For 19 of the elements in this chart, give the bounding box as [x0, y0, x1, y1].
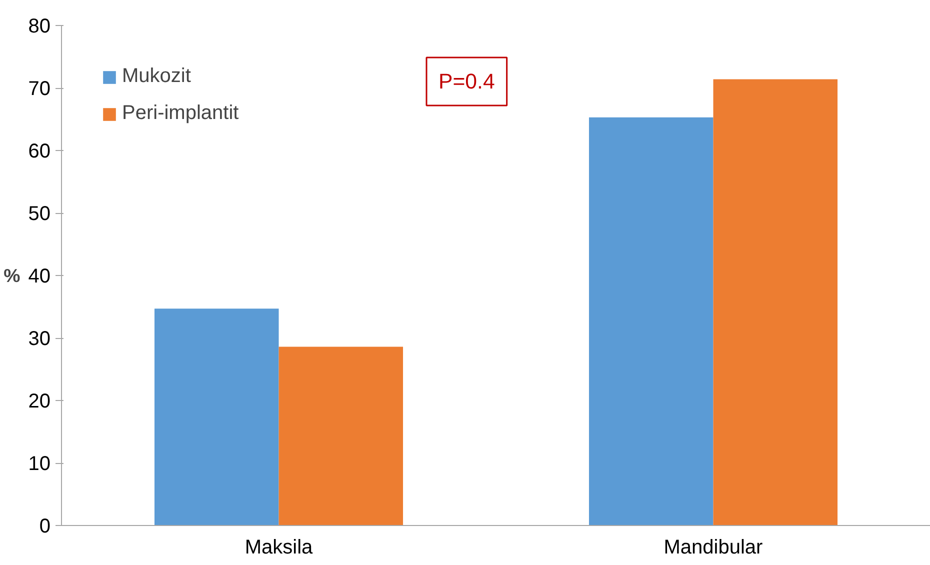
- y-tick-label: 70: [28, 78, 51, 100]
- bar: [154, 308, 279, 526]
- bar: [278, 346, 404, 526]
- x-tick-label: Mandibular: [664, 536, 764, 558]
- y-tick-label: 60: [28, 140, 51, 162]
- y-tick-label: 80: [28, 16, 51, 38]
- y-tick-label: 0: [39, 516, 50, 538]
- legend-label: Mukozit: [122, 65, 191, 88]
- y-axis-title: %: [4, 265, 21, 286]
- bar: [713, 79, 838, 526]
- y-tick-label: 30: [28, 328, 51, 350]
- y-tick-label: 20: [28, 390, 51, 412]
- legend-label: Peri-implantit: [122, 102, 239, 125]
- y-tick-label: 50: [28, 203, 51, 225]
- bar: [588, 117, 714, 526]
- y-tick-label: 40: [28, 266, 51, 288]
- annotation: P=0.4: [438, 70, 495, 94]
- y-tick-label: 10: [28, 453, 51, 475]
- x-tick-label: Maksila: [244, 536, 314, 558]
